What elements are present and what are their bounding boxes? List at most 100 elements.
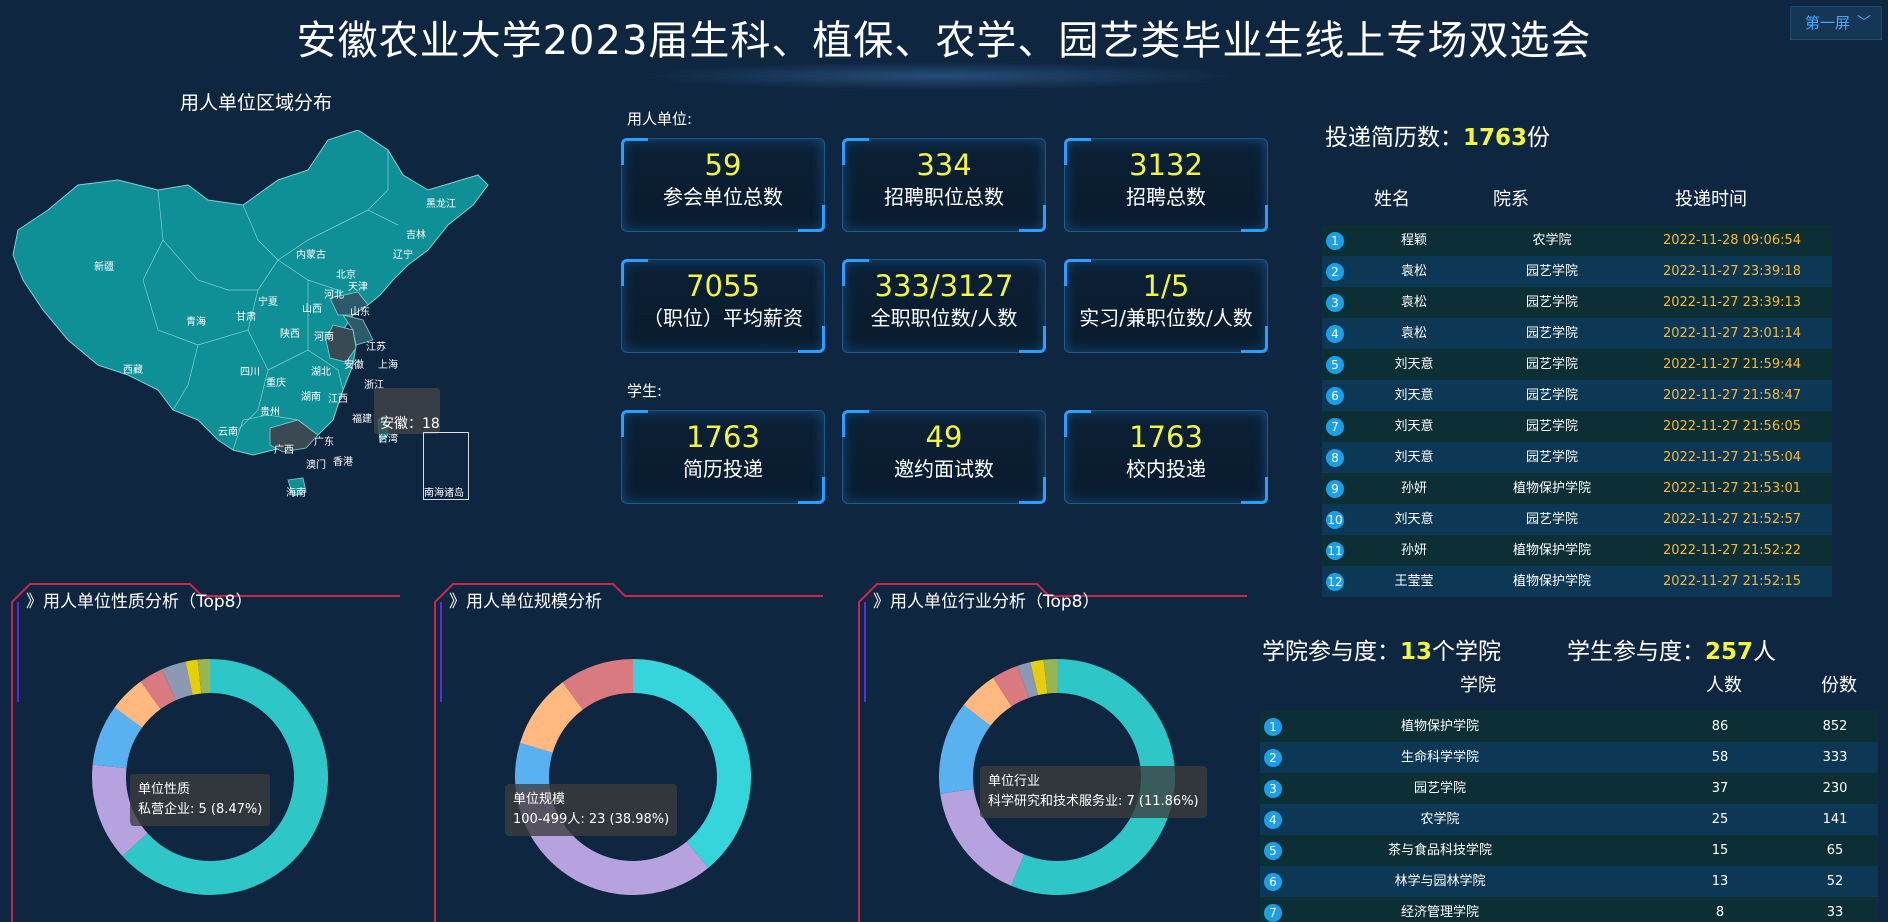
college-unit: 个学院 [1432,639,1502,665]
donut-slice[interactable] [1030,659,1048,696]
table-row[interactable]: 5 刘天意 园艺学院 2022-11-27 21:59:44 [1322,349,1832,380]
college-count: 13 [1400,639,1433,665]
table-row[interactable]: 10 刘天意 园艺学院 2022-11-27 21:52:57 [1322,504,1832,535]
donut-slice[interactable] [1017,662,1038,698]
cell-people: 15 [1711,843,1729,858]
donut-slice[interactable] [91,764,148,856]
table-row[interactable]: 8 刘天意 园艺学院 2022-11-27 21:55:04 [1322,442,1832,473]
title-glow [640,62,1240,90]
donut-chart-nature[interactable] [10,582,410,922]
table-row[interactable]: 7 刘天意 园艺学院 2022-11-27 21:56:05 [1322,411,1832,442]
donut-slice[interactable] [515,742,553,793]
donut-slice[interactable] [940,788,1025,886]
table-row[interactable]: 1 程颖 农学院 2022-11-28 09:06:54 [1322,225,1832,256]
donut-slice[interactable] [1043,659,1057,694]
row-number: 3 [1326,294,1344,312]
donut-slice[interactable] [197,659,210,694]
stat-card-resumes: 1763 简历投递 [621,410,825,504]
row-number: 1 [1264,718,1282,736]
province-hainan[interactable] [287,477,307,497]
cell-dept: 园艺学院 [1525,295,1578,310]
header-time: 投递时间 [1675,189,1747,210]
row-number: 12 [1326,573,1344,591]
donut-slice[interactable] [140,669,176,710]
screen-selector[interactable]: 第一屏 ﹀ [1790,6,1882,40]
donut-slice[interactable] [520,682,583,753]
table-row[interactable]: 9 孙妍 植物保护学院 2022-11-27 21:53:01 [1322,473,1832,504]
donut-slice[interactable] [185,659,202,695]
cell-dept: 农学院 [1532,233,1572,248]
row-number: 2 [1264,749,1282,767]
stat-value: 3132 [1129,148,1203,182]
map-label: 香港 [333,456,353,468]
donut-slice[interactable] [162,661,193,701]
donut-slice[interactable] [122,659,329,895]
stat-card-interviews: 49 邀约面试数 [842,410,1046,504]
donut-slice[interactable] [562,659,633,710]
donut-slice[interactable] [92,707,143,769]
panel-title: 》用人单位性质分析（Top8） [26,592,253,612]
panel-title: 》用人单位规模分析 [449,592,602,612]
cell-count: 65 [1826,843,1844,858]
donut-slice[interactable] [963,677,1012,726]
donut-slice[interactable] [114,681,161,728]
cell-time: 2022-11-27 21:52:57 [1662,512,1802,527]
donut-slice[interactable] [516,788,709,895]
donut-chart-scale[interactable] [433,582,833,922]
map-label: 安徽 [344,358,364,371]
map-label: 山西 [302,303,322,315]
table-row[interactable]: 4 农学院 25 141 [1260,804,1878,835]
row-number: 5 [1326,356,1344,374]
donut-chart-industry[interactable] [857,582,1257,922]
table-row[interactable]: 4 袁松 园艺学院 2022-11-27 23:01:14 [1322,318,1832,349]
cell-count: 852 [1822,719,1848,734]
province-shandong[interactable] [329,291,369,316]
college-participation: 学院参与度：13个学院 [1262,632,1501,666]
donut-slice[interactable] [993,665,1029,707]
stat-card-intern: 1/5 实习/兼职位数/人数 [1064,259,1268,353]
china-map[interactable]: 黑龙江 吉林 辽宁 内蒙古 北京 天津 河北 山西 山东 新疆 甘肃 宁夏 青海… [8,130,498,510]
cell-people: 13 [1711,874,1729,889]
map-label: 江西 [328,393,348,405]
cell-dept: 园艺学院 [1525,450,1578,465]
table-row[interactable]: 1 植物保护学院 86 852 [1260,711,1878,742]
screen-selector-label: 第一屏 [1805,14,1851,32]
donut-slice[interactable] [939,704,991,794]
province-labels: 黑龙江 吉林 辽宁 内蒙古 北京 天津 河北 山西 山东 新疆 甘肃 宁夏 青海… [94,197,456,499]
donut-slice[interactable] [1011,659,1175,895]
province-jiangsu[interactable] [342,314,374,346]
map-label: 台湾 [378,432,398,445]
province-guangdong[interactable] [269,419,319,453]
row-number: 6 [1264,873,1282,891]
row-number: 4 [1326,325,1344,343]
stat-value: 1763 [686,420,760,454]
map-label: 云南 [218,425,238,438]
map-label: 广东 [314,435,334,448]
map-label: 湖北 [311,366,331,378]
cell-time: 2022-11-28 09:06:54 [1662,233,1802,248]
map-label: 甘肃 [236,310,256,323]
stat-label: （职位）平均薪资 [643,306,803,330]
table-row[interactable]: 7 经济管理学院 8 33 [1260,897,1878,922]
table-row[interactable]: 6 林学与园林学院 13 52 [1260,866,1878,897]
cell-college: 生命科学学院 [1400,750,1479,765]
row-number: 9 [1326,480,1344,498]
map-label: 内蒙古 [296,248,326,261]
row-number: 7 [1326,418,1344,436]
map-landmass[interactable] [12,130,489,456]
table-row[interactable]: 11 孙妍 植物保护学院 2022-11-27 21:52:22 [1322,535,1832,566]
donut-slice[interactable] [633,659,751,868]
table-row[interactable]: 2 生命科学学院 58 333 [1260,742,1878,773]
table-row[interactable]: 6 刘天意 园艺学院 2022-11-27 21:58:47 [1322,380,1832,411]
cell-name: 孙妍 [1400,543,1427,558]
table-row[interactable]: 12 王莹莹 植物保护学院 2022-11-27 21:52:15 [1322,566,1832,597]
table-row[interactable]: 3 袁松 园艺学院 2022-11-27 23:39:13 [1322,287,1832,318]
row-number: 11 [1326,542,1344,560]
table-row[interactable]: 3 园艺学院 37 230 [1260,773,1878,804]
table-row[interactable]: 5 茶与食品科技学院 15 65 [1260,835,1878,866]
cell-college: 茶与食品科技学院 [1387,843,1492,858]
cell-count: 33 [1826,905,1844,920]
tooltip-text: 私营企业: 5 (8.47%) [138,802,263,817]
stat-label: 全职职位数/人数 [870,306,1018,330]
table-row[interactable]: 2 袁松 园艺学院 2022-11-27 23:39:18 [1322,256,1832,287]
